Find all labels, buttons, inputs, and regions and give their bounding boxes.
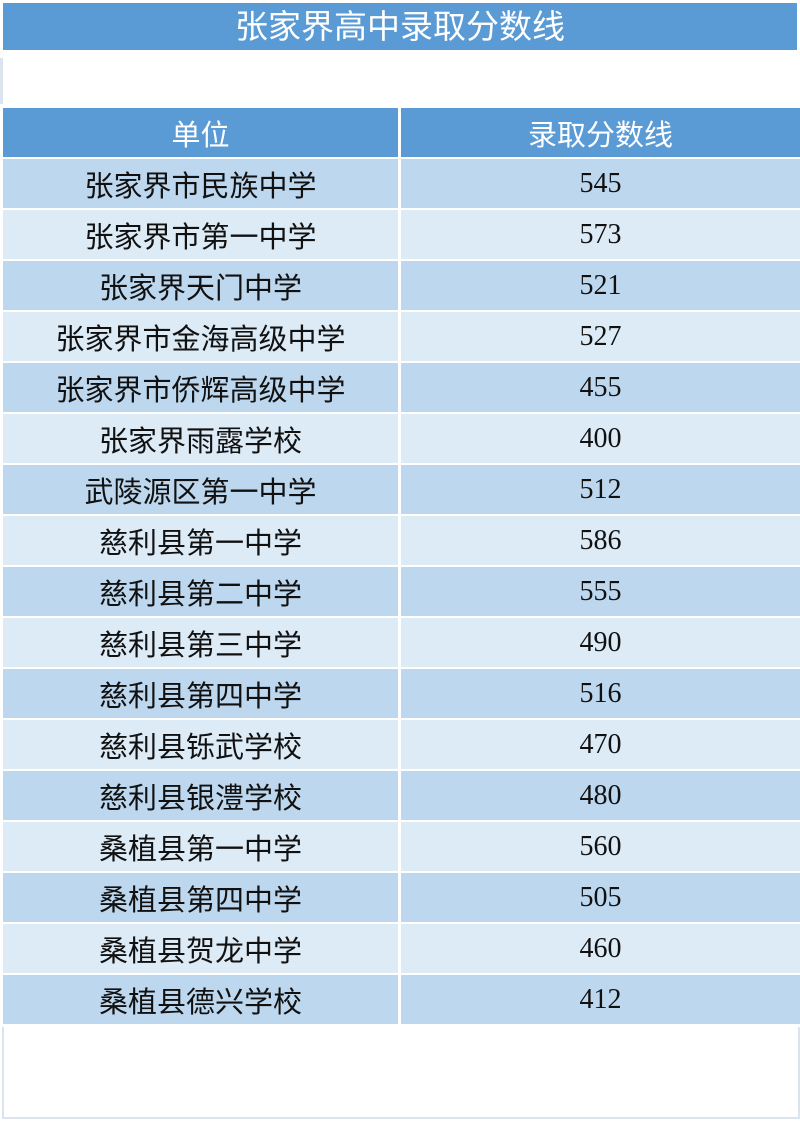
school-name: 慈利县铄武学校: [3, 720, 398, 769]
school-name: 慈利县第一中学: [3, 516, 398, 565]
page-title: 张家界高中录取分数线: [3, 3, 797, 50]
admission-score: 480: [401, 771, 800, 820]
table-row: 慈利县第四中学 516: [3, 669, 800, 718]
school-name: 张家界雨露学校: [3, 414, 398, 463]
school-name: 桑植县德兴学校: [3, 975, 398, 1024]
table-row: 武陵源区第一中学 512: [3, 465, 800, 514]
school-name: 张家界市金海高级中学: [3, 312, 398, 361]
header-score: 录取分数线: [401, 108, 800, 157]
table-row: 桑植县第一中学 560: [3, 822, 800, 871]
admission-score: 455: [401, 363, 800, 412]
school-name: 张家界市侨辉高级中学: [3, 363, 398, 412]
divider: [0, 58, 3, 104]
admission-score: 521: [401, 261, 800, 310]
table-row: 慈利县第二中学 555: [3, 567, 800, 616]
table-row: 慈利县银澧学校 480: [3, 771, 800, 820]
admission-score: 573: [401, 210, 800, 259]
footer-area: [2, 1027, 800, 1119]
admission-score: 516: [401, 669, 800, 718]
admission-score: 512: [401, 465, 800, 514]
header-school: 单位: [3, 108, 398, 157]
admission-score: 555: [401, 567, 800, 616]
table-row: 张家界天门中学 521: [3, 261, 800, 310]
table-row: 桑植县德兴学校 412: [3, 975, 800, 1024]
admission-score: 412: [401, 975, 800, 1024]
admission-score: 460: [401, 924, 800, 973]
admission-score: 505: [401, 873, 800, 922]
school-name: 桑植县贺龙中学: [3, 924, 398, 973]
score-table: 单位 录取分数线 张家界市民族中学 545 张家界市第一中学 573 张家界天门中学 52…: [3, 108, 800, 1026]
table-row: 慈利县铄武学校 470: [3, 720, 800, 769]
admission-score: 545: [401, 159, 800, 208]
school-name: 武陵源区第一中学: [3, 465, 398, 514]
school-name: 慈利县银澧学校: [3, 771, 398, 820]
table-row: 慈利县第一中学 586: [3, 516, 800, 565]
table-row: 张家界雨露学校 400: [3, 414, 800, 463]
school-name: 慈利县第四中学: [3, 669, 398, 718]
school-name: 慈利县第二中学: [3, 567, 398, 616]
admission-score: 470: [401, 720, 800, 769]
school-name: 慈利县第三中学: [3, 618, 398, 667]
admission-score: 400: [401, 414, 800, 463]
school-name: 桑植县第四中学: [3, 873, 398, 922]
table-row: 桑植县贺龙中学 460: [3, 924, 800, 973]
table-row: 张家界市金海高级中学 527: [3, 312, 800, 361]
table-row: 张家界市侨辉高级中学 455: [3, 363, 800, 412]
table-row: 桑植县第四中学 505: [3, 873, 800, 922]
table-header: 单位 录取分数线: [3, 108, 800, 157]
admission-score: 560: [401, 822, 800, 871]
table-row: 慈利县第三中学 490: [3, 618, 800, 667]
school-name: 桑植县第一中学: [3, 822, 398, 871]
table-row: 张家界市第一中学 573: [3, 210, 800, 259]
admission-score: 490: [401, 618, 800, 667]
school-name: 张家界天门中学: [3, 261, 398, 310]
admission-score: 527: [401, 312, 800, 361]
school-name: 张家界市第一中学: [3, 210, 398, 259]
admission-score: 586: [401, 516, 800, 565]
school-name: 张家界市民族中学: [3, 159, 398, 208]
table-row: 张家界市民族中学 545: [3, 159, 800, 208]
